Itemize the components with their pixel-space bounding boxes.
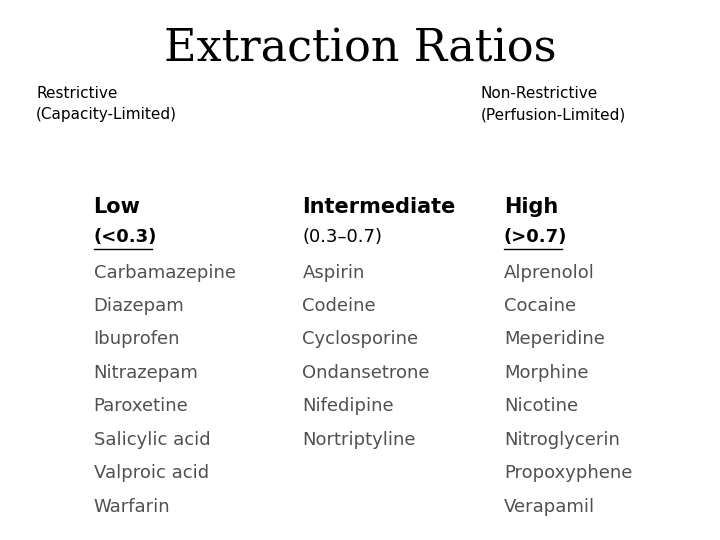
Text: High: High	[504, 197, 558, 217]
Text: Ondansetrone: Ondansetrone	[302, 364, 430, 382]
Text: Non-Restrictive
(Perfusion-Limited): Non-Restrictive (Perfusion-Limited)	[481, 86, 626, 123]
Text: Meperidine: Meperidine	[504, 330, 605, 348]
Text: Low: Low	[94, 197, 140, 217]
Text: Cyclosporine: Cyclosporine	[302, 330, 418, 348]
Text: Cocaine: Cocaine	[504, 297, 576, 315]
Text: Nitroglycerin: Nitroglycerin	[504, 431, 620, 449]
Text: Nitrazepam: Nitrazepam	[94, 364, 199, 382]
Text: Nortriptyline: Nortriptyline	[302, 431, 416, 449]
Text: Diazepam: Diazepam	[94, 297, 184, 315]
Text: (0.3–0.7): (0.3–0.7)	[302, 228, 382, 246]
Text: Restrictive
(Capacity-Limited): Restrictive (Capacity-Limited)	[36, 86, 177, 123]
Text: (>0.7): (>0.7)	[504, 228, 567, 246]
Text: Warfarin: Warfarin	[94, 498, 170, 516]
Text: Morphine: Morphine	[504, 364, 588, 382]
Text: Aspirin: Aspirin	[302, 264, 365, 281]
Text: Codeine: Codeine	[302, 297, 376, 315]
Text: Intermediate: Intermediate	[302, 197, 456, 217]
Text: Ibuprofen: Ibuprofen	[94, 330, 180, 348]
Text: Paroxetine: Paroxetine	[94, 397, 189, 415]
Text: Valproic acid: Valproic acid	[94, 464, 209, 482]
Text: Verapamil: Verapamil	[504, 498, 595, 516]
Text: Alprenolol: Alprenolol	[504, 264, 595, 281]
Text: Salicylic acid: Salicylic acid	[94, 431, 210, 449]
Text: (<0.3): (<0.3)	[94, 228, 157, 246]
Text: Nifedipine: Nifedipine	[302, 397, 394, 415]
Text: Carbamazepine: Carbamazepine	[94, 264, 235, 281]
Text: Nicotine: Nicotine	[504, 397, 578, 415]
Text: Propoxyphene: Propoxyphene	[504, 464, 632, 482]
Text: Extraction Ratios: Extraction Ratios	[163, 27, 557, 70]
